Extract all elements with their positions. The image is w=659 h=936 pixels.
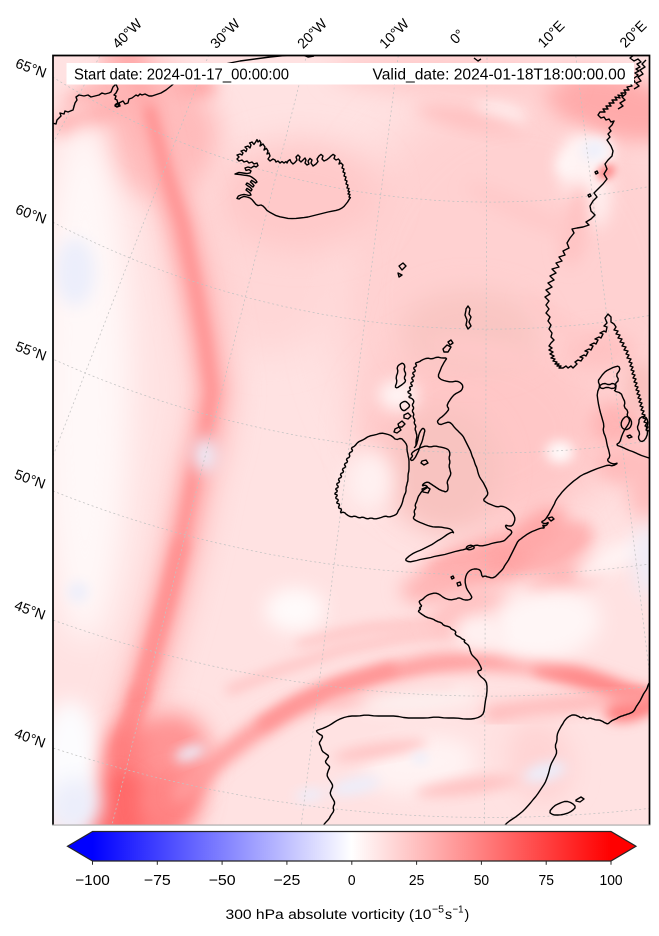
svg-text:): ) xyxy=(465,907,470,923)
svg-text:300 hPa absolute vorticity (10: 300 hPa absolute vorticity (10 xyxy=(226,907,432,923)
svg-text:50: 50 xyxy=(474,873,489,889)
svg-text:65°N: 65°N xyxy=(13,56,48,82)
svg-text:45°N: 45°N xyxy=(12,598,47,624)
svg-text:−25: −25 xyxy=(273,873,300,889)
svg-text:40°N: 40°N xyxy=(12,726,47,752)
svg-text:25: 25 xyxy=(409,873,424,889)
svg-text:50°N: 50°N xyxy=(12,467,47,493)
svg-text:40°W: 40°W xyxy=(110,16,146,52)
svg-text:0: 0 xyxy=(348,873,356,889)
svg-text:0°: 0° xyxy=(447,27,468,48)
svg-text:s: s xyxy=(445,907,452,923)
svg-text:20°E: 20°E xyxy=(617,18,650,51)
svg-text:Valid_date: 2024-01-18T18:00:0: Valid_date: 2024-01-18T18:00:00.00 xyxy=(373,67,626,84)
svg-text:10°E: 10°E xyxy=(535,18,568,51)
svg-text:55°N: 55°N xyxy=(13,339,48,365)
svg-text:20°W: 20°W xyxy=(295,16,331,52)
svg-text:75: 75 xyxy=(539,873,554,889)
svg-text:60°N: 60°N xyxy=(13,202,48,228)
svg-text:−75: −75 xyxy=(144,873,171,889)
svg-text:−5: −5 xyxy=(432,904,444,916)
svg-text:100: 100 xyxy=(600,873,623,889)
svg-text:−1: −1 xyxy=(453,904,464,916)
svg-text:10°W: 10°W xyxy=(377,16,413,52)
svg-text:30°W: 30°W xyxy=(208,16,244,52)
svg-text:−100: −100 xyxy=(75,873,110,889)
svg-text:Start date: 2024-01-17_00:00:0: Start date: 2024-01-17_00:00:00 xyxy=(74,67,289,84)
svg-text:−50: −50 xyxy=(209,873,236,889)
